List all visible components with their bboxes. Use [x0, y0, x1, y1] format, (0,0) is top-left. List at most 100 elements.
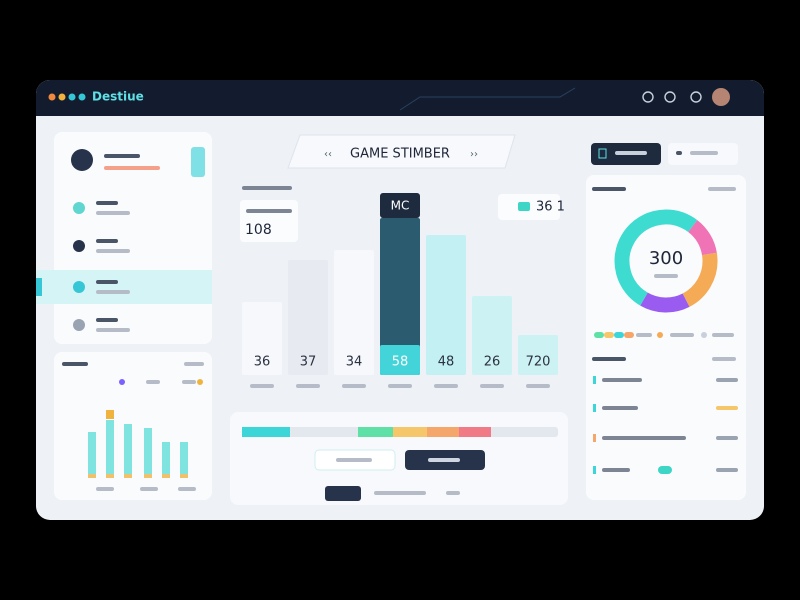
bar-label: 34: [346, 355, 363, 370]
placeholder-text: [96, 239, 118, 243]
placeholder-text: [184, 362, 204, 366]
window-dot[interactable]: [78, 93, 86, 101]
title-bar: [36, 80, 764, 116]
placeholder-text: [712, 357, 736, 361]
tab-icon: [598, 148, 607, 159]
placeholder-text: [140, 487, 158, 491]
progress-segment: [393, 427, 427, 437]
placeholder-text: [428, 458, 460, 462]
placeholder-text: [602, 378, 642, 382]
small-bar: [124, 424, 132, 478]
list-marker: [593, 466, 596, 474]
small-bar: [180, 442, 188, 478]
placeholder-text: [62, 362, 88, 366]
app-name: Destiue: [92, 90, 144, 104]
bar-label: 720: [526, 355, 551, 370]
placeholder-text: [96, 487, 114, 491]
legend-swatch: [594, 332, 604, 338]
bar-label: 58: [392, 355, 409, 370]
placeholder-text: [374, 491, 426, 495]
placeholder-text: [96, 280, 118, 284]
bar-label: 36: [254, 355, 271, 370]
menu-icon[interactable]: [73, 319, 85, 331]
placeholder-text: [342, 384, 366, 388]
placeholder-text: [96, 290, 130, 294]
placeholder-text: [602, 468, 630, 472]
stat-chip-value: 36 1: [536, 200, 565, 215]
placeholder-text: [526, 384, 550, 388]
nav-prev[interactable]: ‹‹: [324, 149, 332, 160]
placeholder-text: [96, 211, 130, 215]
small-chart-card: [54, 352, 212, 500]
small-bar: [162, 442, 170, 478]
placeholder-text: [480, 384, 504, 388]
legend-dot: [197, 379, 203, 385]
menu-icon[interactable]: [73, 281, 85, 293]
placeholder-text: [716, 406, 738, 410]
tab-active[interactable]: [325, 486, 361, 501]
list-marker: [593, 376, 596, 384]
placeholder-text: [242, 186, 292, 190]
highlight-tag: [380, 193, 420, 218]
profile-action[interactable]: [191, 147, 205, 177]
placeholder-text: [336, 458, 372, 462]
bar-highlight: [380, 345, 420, 375]
menu-icon[interactable]: [73, 202, 85, 214]
bar: [426, 235, 466, 375]
legend-dot: [701, 332, 707, 338]
placeholder-text: [690, 151, 718, 155]
placeholder-text: [388, 384, 412, 388]
placeholder-text: [96, 318, 118, 322]
header-pill: [287, 134, 516, 169]
avatar[interactable]: [712, 88, 730, 106]
active-indicator: [36, 278, 42, 296]
placeholder-text: [104, 154, 140, 158]
placeholder-text: [96, 201, 118, 205]
placeholder-text: [602, 406, 638, 410]
placeholder-text: [96, 328, 130, 332]
placeholder-text: [712, 333, 734, 337]
small-bar-top: [106, 410, 114, 419]
placeholder-text: [716, 378, 738, 382]
bar: [242, 302, 282, 375]
placeholder-text: [104, 166, 160, 170]
donut-segment: [614, 209, 718, 313]
placeholder-text: [96, 249, 130, 253]
bar: [472, 296, 512, 375]
bar-label: 37: [300, 355, 317, 370]
toolbar-icon[interactable]: [690, 91, 702, 103]
placeholder-text: [434, 384, 458, 388]
list-marker: [593, 434, 596, 442]
window-dot[interactable]: [58, 93, 66, 101]
window-dot[interactable]: [68, 93, 76, 101]
small-bar: [88, 432, 96, 478]
placeholder-text: [178, 487, 196, 491]
page-title: GAME STIMBER: [350, 147, 450, 162]
placeholder-text: [670, 333, 694, 337]
progress-segment: [242, 427, 290, 437]
placeholder-text: [615, 151, 647, 155]
legend-swatch: [614, 332, 624, 338]
bar: [380, 218, 420, 375]
menu-icon[interactable]: [73, 240, 85, 252]
window-dot[interactable]: [48, 93, 56, 101]
list-pill: [658, 466, 672, 474]
small-bar-base: [162, 474, 170, 478]
toolbar-icon[interactable]: [642, 91, 654, 103]
toolbar-icon[interactable]: [664, 91, 676, 103]
menu-item-active[interactable]: [36, 270, 212, 304]
donut-segment: [614, 209, 718, 313]
placeholder-text: [446, 491, 460, 495]
nav-next[interactable]: ››: [470, 149, 478, 160]
donut-center-value: 300: [649, 248, 683, 269]
bar: [334, 250, 374, 375]
placeholder-text: [716, 468, 738, 472]
placeholder-text: [592, 187, 626, 191]
placeholder-text: [636, 333, 652, 337]
stat-value: 108: [245, 222, 272, 238]
title-bar-accent: [399, 87, 576, 111]
bar: [518, 335, 558, 375]
legend-swatch: [624, 332, 634, 338]
placeholder-text: [716, 436, 738, 440]
